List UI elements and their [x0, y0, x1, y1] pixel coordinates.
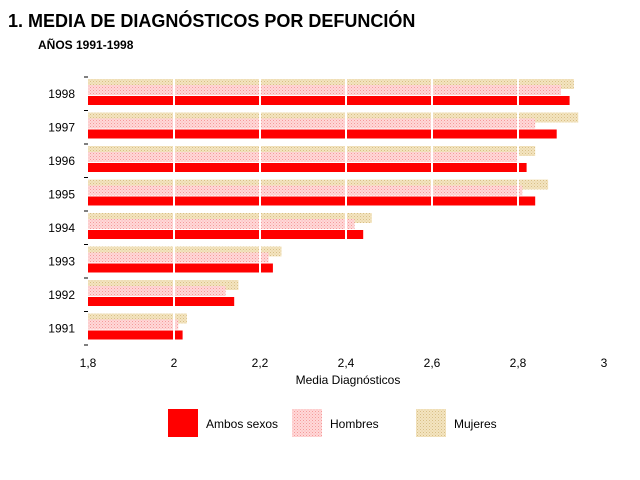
y-tick-label-1997: 1997 [48, 120, 75, 134]
x-tick-label: 2,8 [510, 356, 527, 370]
bar-ambos-sexos-1995 [88, 196, 536, 206]
axes: 1998 1997 1996 1995 1994 1993 1992 1991 1,8 2 2,2 2… [48, 76, 608, 387]
legend-label-hombres: Hombres [330, 417, 379, 431]
y-tick-label-1996: 1996 [48, 154, 75, 168]
bar-ambos-sexos-1994 [88, 230, 364, 239]
x-tick-label: 1,8 [80, 356, 97, 370]
bar-hombres-1993 [88, 252, 269, 263]
bar-ambos-sexos-1996 [88, 163, 527, 172]
y-tick-label-1994: 1994 [48, 221, 75, 235]
bar-hombres-1994 [88, 219, 355, 229]
legend-label-mujeres: Mujeres [454, 417, 497, 431]
bar-hombres-1991 [88, 319, 179, 330]
y-tick-label-1995: 1995 [48, 187, 75, 201]
chart-subtitle: AÑOS 1991-1998 [38, 38, 134, 52]
bar-ambos-sexos-1992 [88, 297, 235, 306]
bar-mujeres-1991 [88, 313, 187, 324]
x-axis-title: Media Diagnósticos [296, 373, 401, 387]
bar-ambos-sexos-1997 [88, 129, 557, 139]
bar-mujeres-1996 [88, 146, 536, 156]
y-tick-label-1993: 1993 [48, 254, 75, 268]
x-tick-label: 2,6 [424, 356, 441, 370]
legend: Ambos sexos Hombres Mujeres [168, 409, 497, 437]
y-tick-label-1992: 1992 [48, 288, 75, 302]
x-tick-label: 2 [171, 356, 178, 370]
x-tick-label: 3 [601, 356, 608, 370]
bar-ambos-sexos-1998 [88, 96, 570, 105]
bar-hombres-1992 [88, 286, 226, 296]
gridlines [173, 77, 605, 345]
bar-mujeres-1992 [88, 280, 239, 290]
bar-mujeres-1997 [88, 112, 579, 123]
bar-ambos-sexos-1991 [88, 330, 183, 340]
bar-ambos-sexos-1993 [88, 263, 273, 273]
legend-swatch-ambos-sexos [168, 409, 198, 437]
bar-hombres-1997 [88, 118, 536, 129]
bar-hombres-1998 [88, 85, 561, 95]
bar-mujeres-1993 [88, 246, 282, 257]
legend-label-ambos-sexos: Ambos sexos [206, 417, 278, 431]
legend-swatch-mujeres [416, 409, 446, 437]
y-tick-label-1991: 1991 [48, 321, 75, 335]
chart-title: 1. MEDIA DE DIAGNÓSTICOS POR DEFUNCIÓN [8, 11, 416, 31]
bar-hombres-1995 [88, 185, 523, 196]
legend-swatch-hombres [292, 409, 322, 437]
y-tick-label-1998: 1998 [48, 87, 75, 101]
plot-area [88, 79, 579, 340]
x-tick-label: 2,4 [338, 356, 355, 370]
x-tick-label: 2,2 [252, 356, 269, 370]
bar-mujeres-1998 [88, 79, 574, 89]
bar-mujeres-1995 [88, 179, 549, 190]
bar-mujeres-1994 [88, 213, 372, 223]
bar-hombres-1996 [88, 152, 518, 162]
